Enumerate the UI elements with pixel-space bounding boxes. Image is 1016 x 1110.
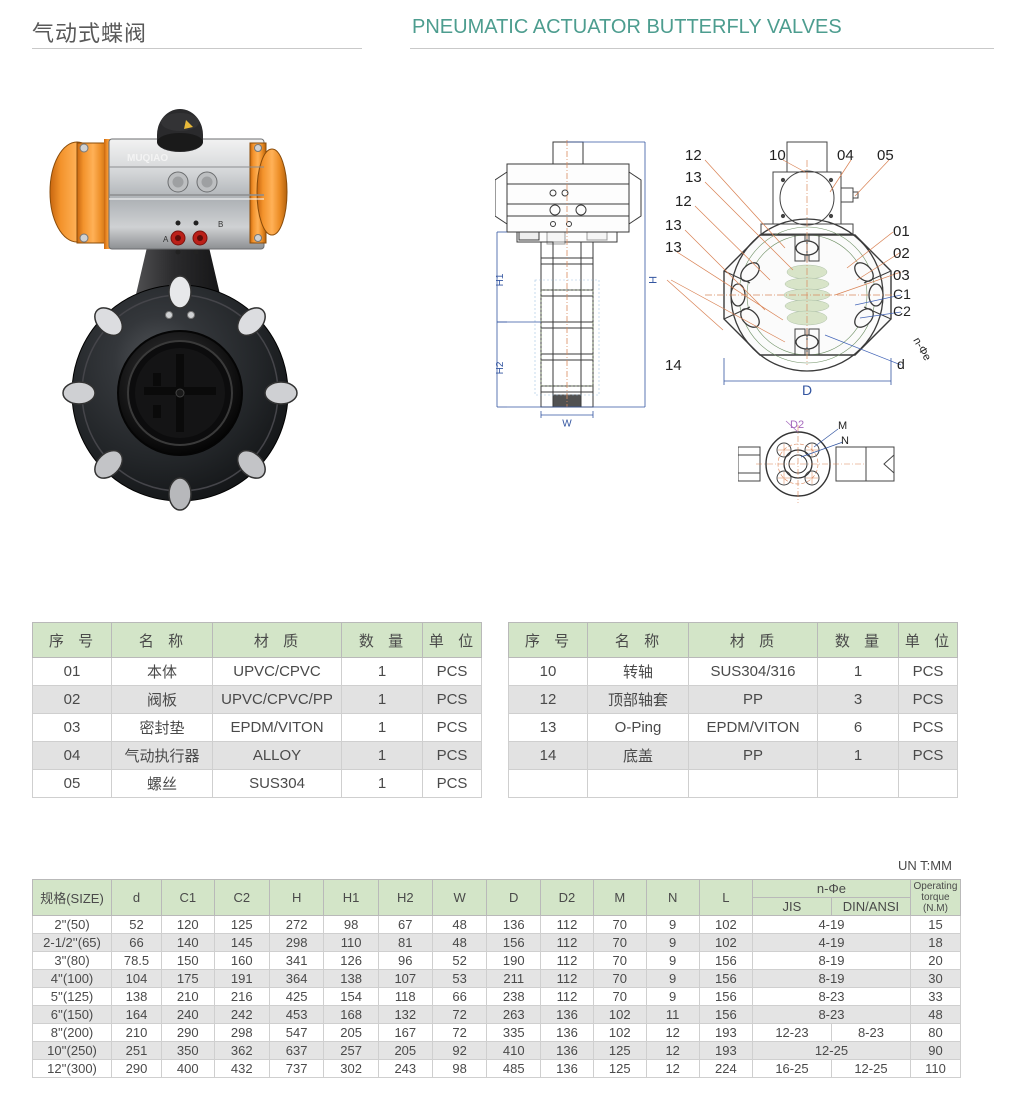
svg-text:02: 02 [893, 245, 910, 262]
svg-text:13: 13 [665, 239, 682, 256]
svg-text:W: W [562, 418, 572, 429]
svg-text:04: 04 [837, 147, 854, 164]
svg-text:13: 13 [685, 169, 702, 186]
svg-text:n-Φe: n-Φe [910, 336, 933, 363]
svg-text:H: H [646, 276, 658, 284]
svg-text:H2: H2 [495, 361, 506, 374]
svg-text:MUQIAO: MUQIAO [127, 153, 168, 164]
svg-text:03: 03 [893, 267, 910, 284]
svg-text:12: 12 [685, 147, 702, 164]
svg-text:C1: C1 [893, 286, 911, 302]
svg-text:12: 12 [675, 193, 692, 210]
svg-text:05: 05 [877, 147, 894, 164]
svg-text:C2: C2 [893, 303, 911, 319]
svg-text:B: B [218, 220, 223, 229]
svg-text:D: D [802, 382, 812, 398]
svg-text:14: 14 [665, 357, 682, 374]
svg-text:10: 10 [769, 147, 786, 164]
svg-text:d: d [897, 356, 905, 372]
svg-text:A: A [163, 235, 169, 244]
svg-text:13: 13 [665, 217, 682, 234]
svg-text:M: M [838, 420, 847, 432]
svg-text:01: 01 [893, 223, 910, 240]
svg-text:N: N [841, 435, 849, 447]
svg-text:D2: D2 [790, 419, 804, 431]
svg-text:H1: H1 [495, 273, 506, 286]
